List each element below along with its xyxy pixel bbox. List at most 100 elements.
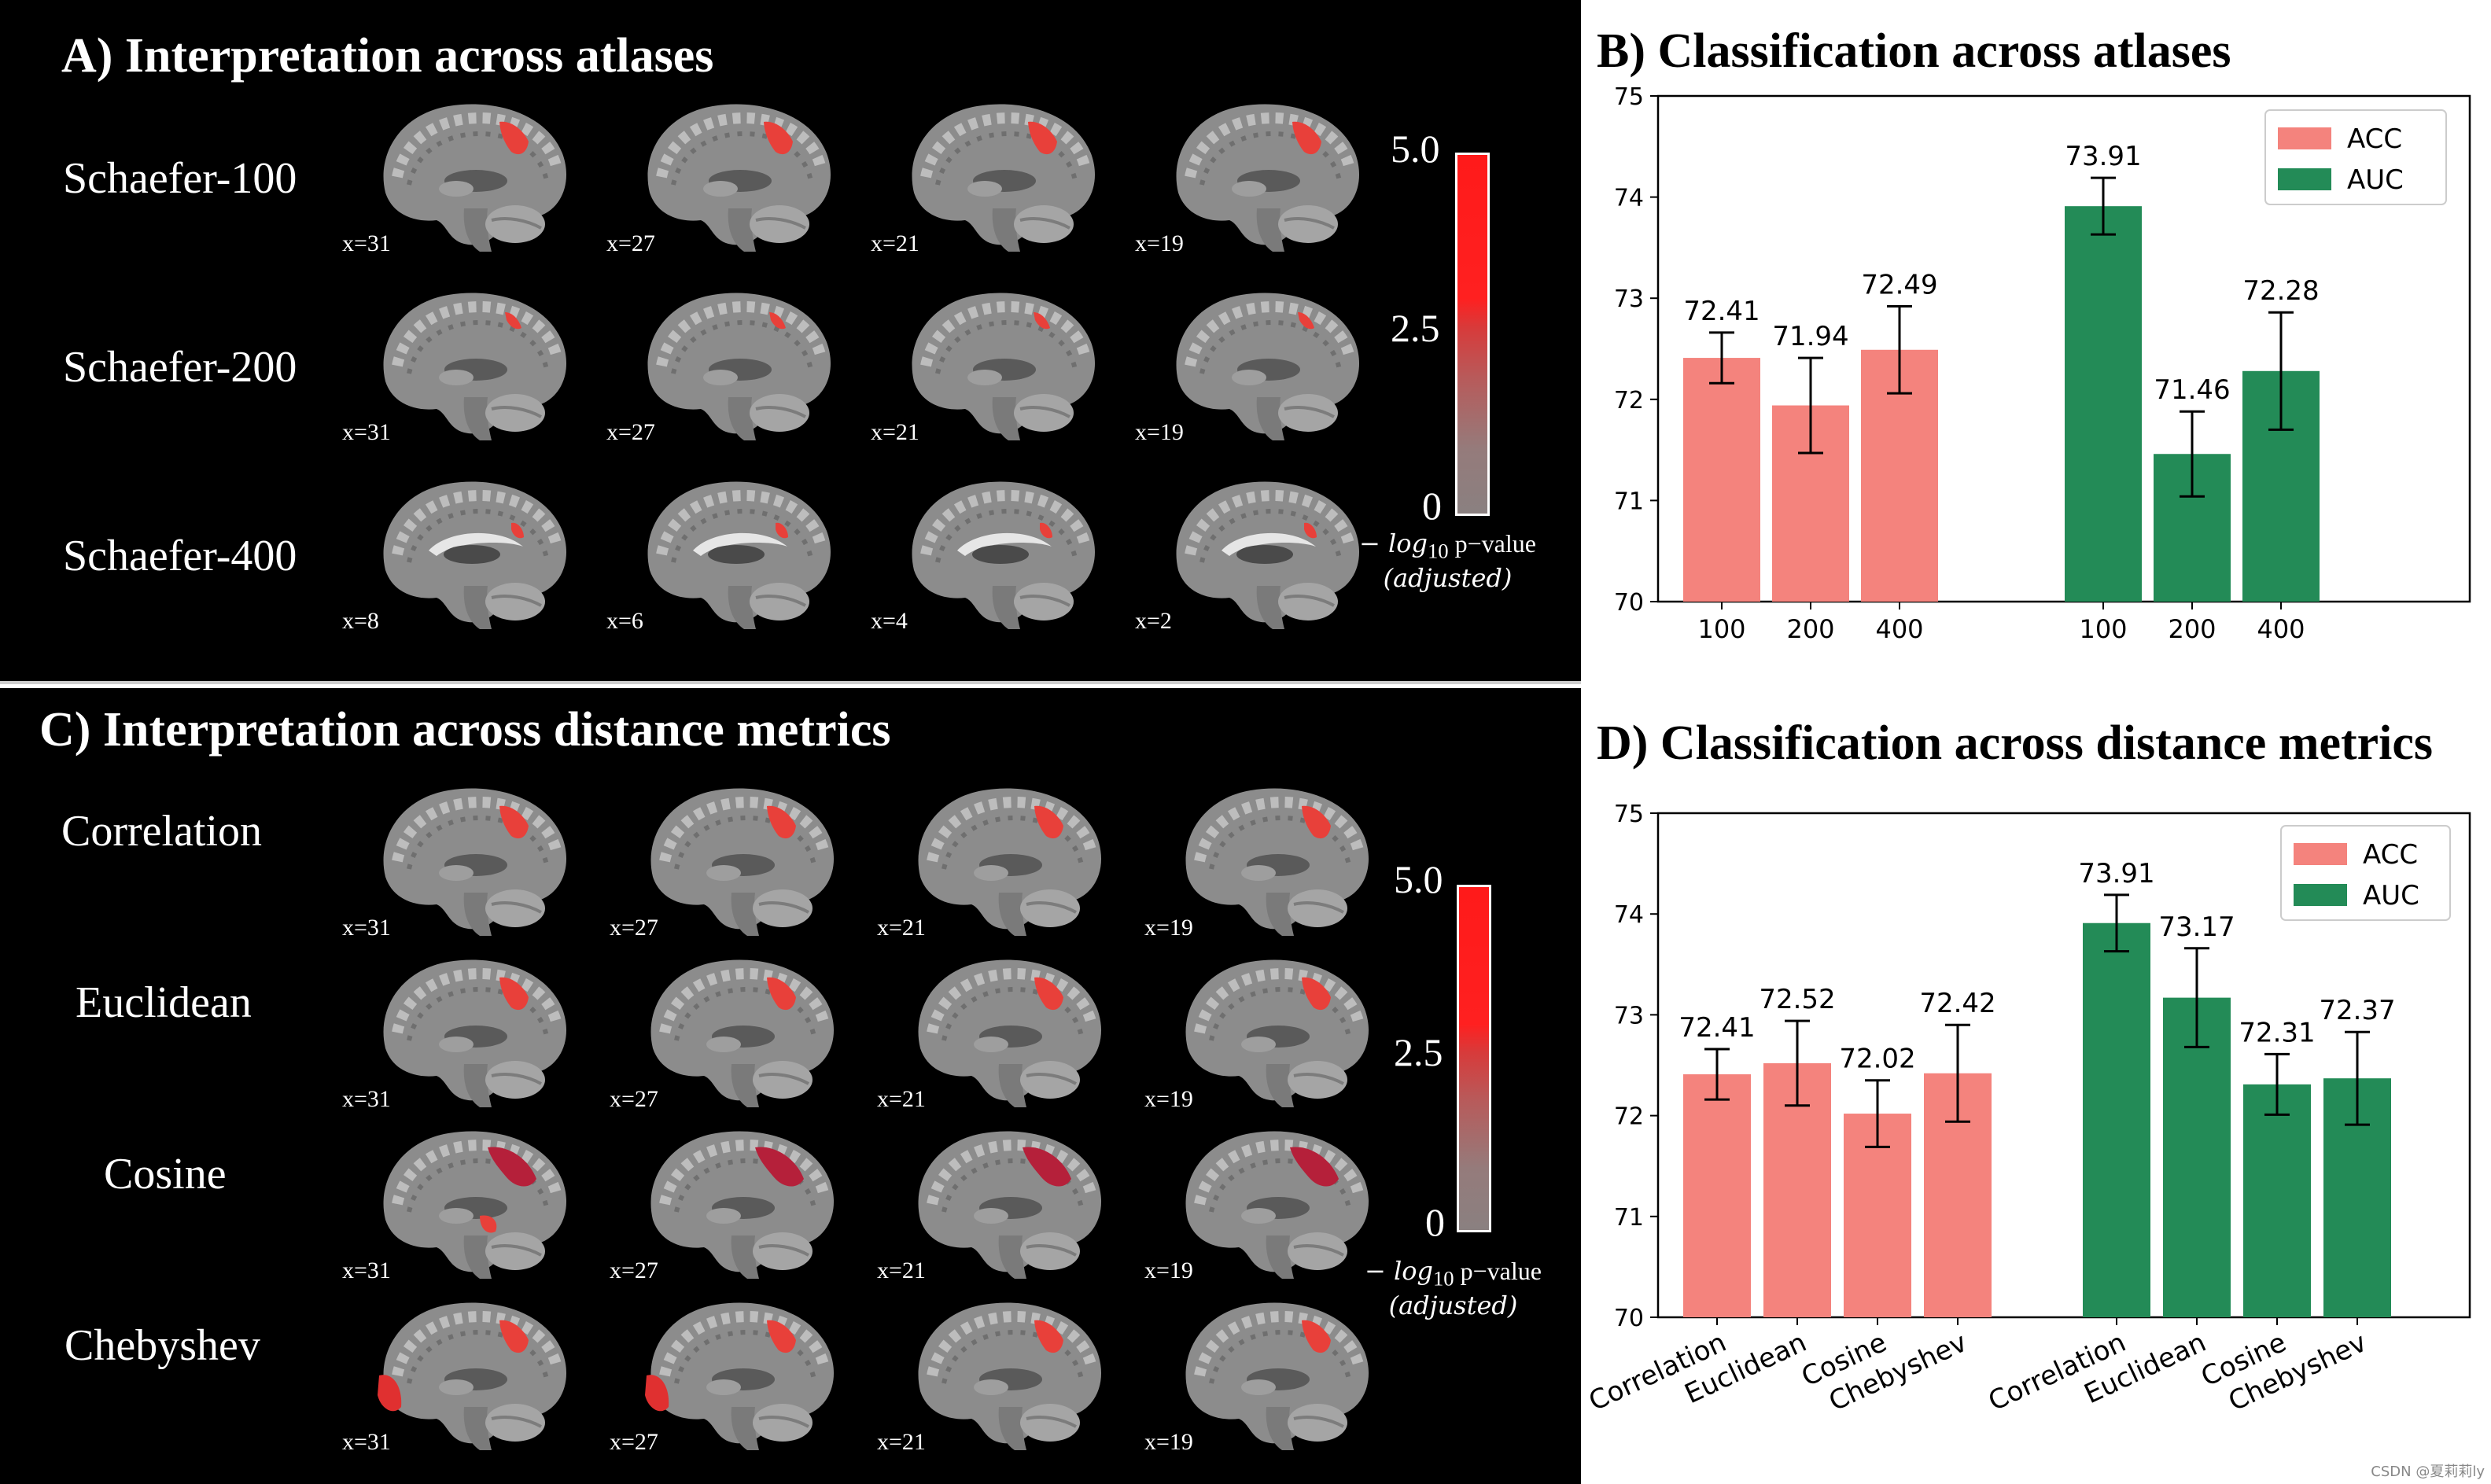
bar-value-label: 72.41 — [1678, 1012, 1755, 1044]
panel-c-title: C) Interpretation across distance metric… — [39, 703, 891, 757]
slice-coordinate-label: x=19 — [1144, 915, 1193, 941]
y-tick-label: 72 — [1614, 1103, 1644, 1131]
auc-bar — [2065, 206, 2142, 602]
colorbar-a-caption-math: − log — [1359, 528, 1428, 558]
plot-frame — [1656, 94, 2471, 603]
slice-coordinate-label: x=2 — [1135, 608, 1172, 634]
slice-coordinate-label: x=19 — [1135, 419, 1184, 445]
chart-d-metrics: 70717273747572.41Correlation72.52Euclide… — [1589, 801, 2471, 1418]
brain-slice-image — [1164, 775, 1376, 944]
slice-coordinate-label: x=27 — [610, 1086, 658, 1112]
bar-value-label: 72.42 — [1919, 988, 1995, 1019]
colorbar-a-tick-max: 5.0 — [1391, 127, 1440, 171]
brain-slice-image — [626, 279, 838, 448]
chart-b-atlases: 70 71 72 73 74 75 72.41 100 71.94 200 72.49 400 73.9… — [1614, 83, 2471, 644]
colorbar-c-caption-math: − log — [1365, 1256, 1433, 1286]
legend-swatch — [2294, 843, 2347, 865]
slice-coordinate-label: x=27 — [606, 230, 655, 256]
slice-coordinate-label: x=19 — [1144, 1429, 1193, 1455]
slice-coordinate-label: x=31 — [342, 1429, 391, 1455]
brain-slice-image — [1155, 90, 1367, 260]
auc-bar — [2243, 1084, 2311, 1317]
x-tick-label: 200 — [2168, 614, 2216, 644]
brain-slice-image — [629, 1118, 842, 1287]
y-tick-label: 75 — [1614, 801, 1644, 828]
x-tick-label: 400 — [1875, 614, 1923, 644]
bar-value-label: 72.31 — [2239, 1017, 2315, 1048]
colorbar-a-tick-min: 0 — [1422, 484, 1442, 528]
y-tick-label: 70 — [1614, 1305, 1644, 1332]
bar-value-label: 72.52 — [1759, 984, 1835, 1015]
slice-coordinate-label: x=21 — [877, 1086, 926, 1112]
brain-slice-image — [897, 1289, 1109, 1458]
slice-coordinate-label: x=19 — [1144, 1086, 1193, 1112]
colorbar-c — [1457, 885, 1491, 1232]
slice-coordinate-label: x=31 — [342, 1086, 391, 1112]
slice-coordinate-label: x=21 — [871, 419, 919, 445]
slice-coordinate-label: x=8 — [342, 608, 379, 634]
brain-slice-image — [629, 946, 842, 1115]
acc-bar — [1683, 1074, 1751, 1317]
y-tick-label: 70 — [1614, 589, 1644, 617]
brain-slice-image — [362, 775, 574, 944]
slice-coordinate-label: x=6 — [606, 608, 643, 634]
panel-b-title: B) Classification across atlases — [1597, 24, 2231, 78]
colorbar-a-caption-line2: (adjusted) — [1383, 563, 1513, 594]
brain-slice-image — [626, 90, 838, 260]
panel-a-interpretation-atlases: A) Interpretation across atlases Schaefe… — [0, 0, 1581, 683]
slice-coordinate-label: x=4 — [871, 608, 908, 634]
colorbar-a-tick-mid: 2.5 — [1391, 306, 1440, 350]
brain-slice-image — [897, 775, 1109, 944]
slice-coordinate-label: x=19 — [1144, 1258, 1193, 1283]
slice-coordinate-label: x=21 — [871, 230, 919, 256]
slice-coordinate-label: x=21 — [877, 1258, 926, 1283]
colorbar-c-caption: − log10 p−value (adjusted) — [1365, 1256, 1542, 1320]
brain-slice-image — [362, 946, 574, 1115]
legend-label: AUC — [2347, 164, 2404, 196]
x-tick-label: 200 — [1786, 614, 1834, 644]
legend-swatch — [2278, 127, 2331, 149]
bar-value-label: 73.91 — [2065, 141, 2141, 172]
slice-coordinate-label: x=19 — [1135, 230, 1184, 256]
watermark: CSDN @夏莉莉ly — [2371, 1464, 2485, 1480]
y-tick-label: 73 — [1614, 285, 1644, 313]
brain-slice-image — [890, 279, 1103, 448]
panelA-row-label: Schaefer-200 — [63, 343, 297, 392]
legend-label: ACC — [2347, 123, 2402, 155]
y-tick-label: 75 — [1614, 83, 1644, 111]
x-tick-label: 400 — [2257, 614, 2305, 644]
y-tick-label: 74 — [1614, 901, 1644, 929]
brain-slice-image — [1155, 468, 1367, 637]
plot-frame — [1656, 812, 2471, 1319]
colorbar-a-caption-rest: p−value — [1448, 529, 1536, 558]
brain-slice-image — [629, 775, 842, 944]
slice-coordinate-label: x=27 — [610, 1429, 658, 1455]
panel-divider — [0, 681, 1581, 684]
bar-value-label: 71.46 — [2154, 374, 2230, 406]
colorbar-c-caption-line2: (adjusted) — [1388, 1291, 1518, 1321]
colorbar-c-tick-min: 0 — [1425, 1200, 1445, 1244]
panelC-row-label: Cosine — [104, 1150, 227, 1199]
brain-slice-image — [362, 279, 574, 448]
slice-coordinate-label: x=21 — [877, 1429, 926, 1455]
colorbar-c-caption-sub: 10 — [1432, 1266, 1454, 1291]
brain-slice-image — [362, 1289, 574, 1458]
panel-a-title: A) Interpretation across atlases — [61, 29, 714, 83]
auc-bar — [2083, 922, 2150, 1317]
bar-value-label: 72.02 — [1839, 1044, 1915, 1075]
x-tick-label: 100 — [1697, 614, 1745, 644]
panelA-row-label: Schaefer-100 — [63, 154, 297, 203]
panelA-row-label: Schaefer-400 — [63, 532, 297, 580]
brain-slice-image — [626, 468, 838, 637]
x-tick-label: 100 — [2079, 614, 2127, 644]
colorbar-c-tick-max: 5.0 — [1394, 857, 1443, 901]
bar-value-label: 72.41 — [1683, 296, 1760, 327]
brain-slice-image — [362, 1118, 574, 1287]
bar-value-label: 72.28 — [2242, 275, 2319, 307]
panelC-row-label: Correlation — [61, 807, 263, 856]
brain-slice-image — [897, 946, 1109, 1115]
slice-coordinate-label: x=31 — [342, 230, 391, 256]
acc-bar — [1683, 358, 1760, 602]
bar-value-label: 72.37 — [2319, 995, 2395, 1026]
panel-d-title: D) Classification across distance metric… — [1597, 716, 2434, 770]
